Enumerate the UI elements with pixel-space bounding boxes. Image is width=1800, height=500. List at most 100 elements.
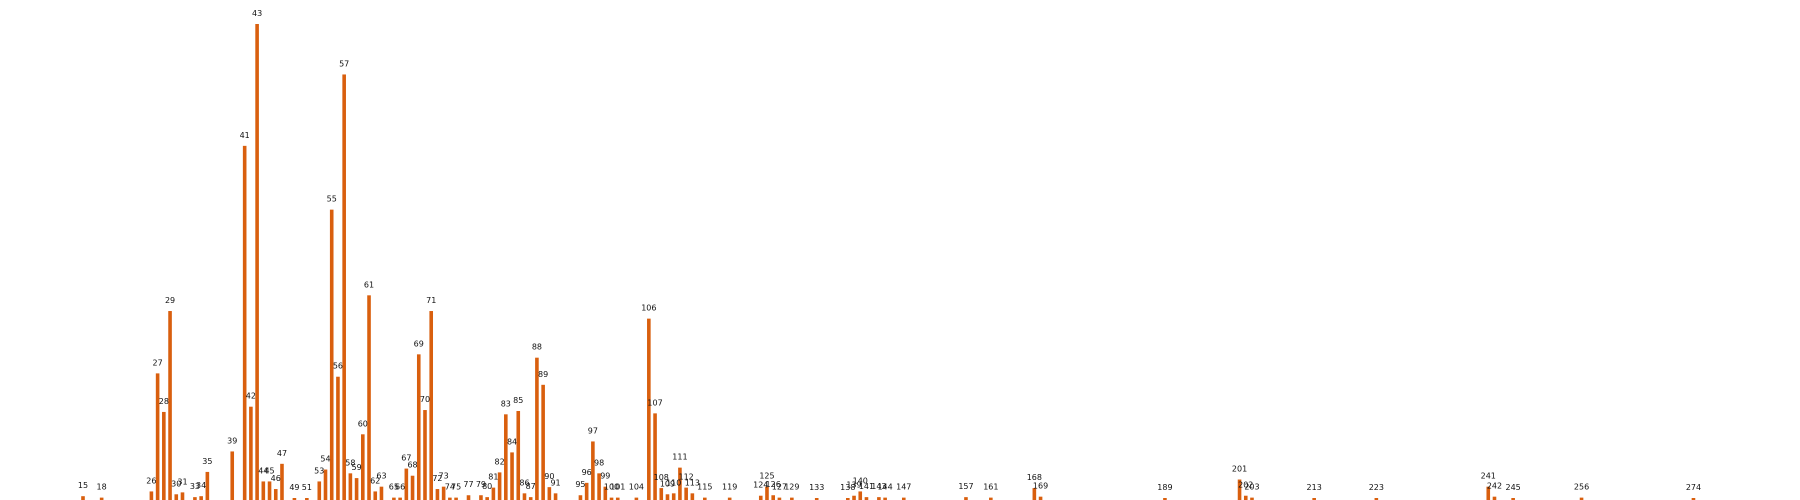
bar-label-144: 144 [877,483,892,492]
bar-144 [883,497,887,500]
bar-label-15: 15 [78,481,88,490]
bar-label-157: 157 [958,482,973,491]
bar-119 [727,497,732,500]
bar-242 [1492,496,1497,500]
bar-70 [423,410,427,500]
bar-147 [901,497,906,500]
bar-139 [852,495,856,500]
bar-62 [373,491,378,500]
bar-90 [547,487,552,500]
bar-label-133: 133 [809,483,824,492]
bar-label-274: 274 [1686,483,1701,492]
bar-label-69: 69 [414,339,424,348]
bar-label-43: 43 [252,9,262,18]
bar-label-168: 168 [1027,473,1042,482]
bar-63 [379,486,384,500]
bar-168 [1032,488,1037,500]
bar-60 [361,434,365,500]
bar-label-189: 189 [1157,483,1172,492]
bar-label-202: 202 [1238,481,1253,490]
bar-label-26: 26 [146,476,156,485]
bar-56 [336,376,340,500]
bar-label-110: 110 [666,478,681,487]
bar-label-65: 65 [389,483,399,492]
bar-label-213: 213 [1307,483,1322,492]
bar-label-30: 30 [171,479,181,488]
bar-74 [448,497,452,500]
bar-59 [354,478,359,500]
bar-98 [597,473,601,500]
bar-label-111: 111 [672,453,687,462]
bar-label-140: 140 [853,476,868,485]
bar-label-104: 104 [629,483,644,492]
bar-label-33: 33 [190,482,200,491]
bar-label-63: 63 [376,472,386,481]
bar-label-42: 42 [246,392,256,401]
bar-label-18: 18 [97,483,107,492]
bar-label-77: 77 [463,480,473,489]
bar-79 [479,495,483,500]
bar-label-223: 223 [1369,483,1384,492]
bar-95 [578,495,583,500]
bar-140 [858,491,863,500]
bar-26 [149,491,154,500]
bar-67 [404,468,409,500]
bar-label-88: 88 [532,343,542,352]
bar-112 [684,487,688,500]
bar-label-66: 66 [395,483,405,492]
bar-113 [690,493,695,500]
bar-58 [348,473,353,500]
bar-89 [541,384,545,500]
bar-label-97: 97 [588,426,598,435]
bar-143 [877,497,881,500]
bar-124 [758,495,763,500]
bar-label-67: 67 [401,454,411,463]
bar-274 [1691,498,1696,500]
bar-27 [155,373,160,500]
bar-55 [329,209,334,500]
bar-108 [659,488,664,500]
bar-label-100: 100 [604,483,619,492]
bar-label-46: 46 [271,474,281,483]
bar-106 [647,318,651,500]
bar-label-87: 87 [526,482,536,491]
bar-label-68: 68 [407,461,417,470]
bar-111 [678,467,682,500]
bar-label-75: 75 [451,483,461,492]
bar-30 [174,494,179,500]
bar-87 [528,497,533,500]
bar-label-125: 125 [759,472,774,481]
bar-80 [485,497,489,500]
bar-69 [416,354,421,500]
bar-39 [230,451,235,500]
bar-169 [1038,496,1043,500]
bar-label-51: 51 [302,483,312,492]
bar-223 [1374,498,1379,500]
bar-157 [964,497,968,500]
bar-label-124: 124 [753,481,768,490]
bar-label-60: 60 [358,419,368,428]
bar-85 [516,410,521,500]
bar-201 [1237,479,1242,500]
bar-127 [777,497,782,500]
bar-label-141: 141 [859,482,874,491]
bar-213 [1312,498,1316,500]
bar-46 [273,489,278,500]
bar-245 [1511,498,1515,500]
bar-65 [392,497,396,500]
bar-86 [522,493,527,500]
bar-125 [765,486,769,500]
bar-129 [790,497,794,500]
bar-group [81,24,1696,500]
bar-97 [591,441,595,500]
bar-label-115: 115 [697,483,712,492]
bar-label-139: 139 [846,481,861,490]
bar-53 [317,481,322,500]
bar-label-73: 73 [439,472,449,481]
bar-44 [261,481,266,500]
bar-label-39: 39 [227,436,237,445]
bar-18 [99,497,104,500]
bar-label-28: 28 [159,397,169,406]
bar-133 [814,498,819,500]
